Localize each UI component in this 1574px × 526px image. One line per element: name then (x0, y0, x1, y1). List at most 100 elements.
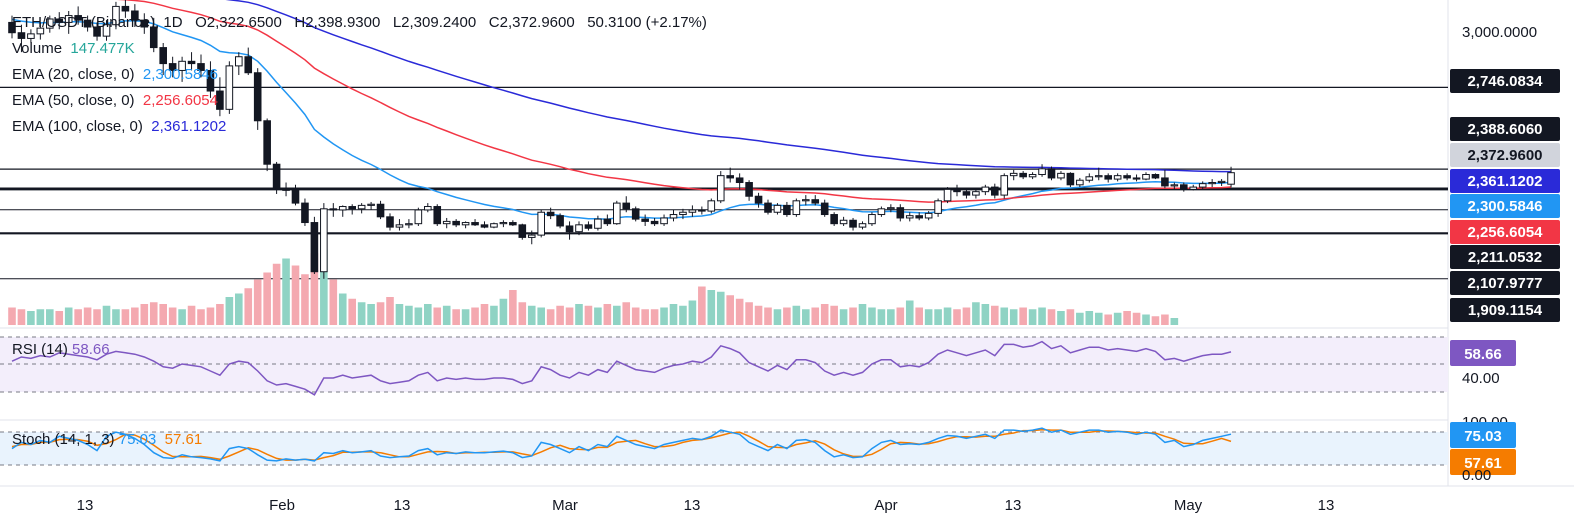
ema100-line[interactable] (12, 0, 1231, 173)
badge-level-2211[interactable]: 2,211.0532 (1450, 245, 1560, 269)
badge-level-2211-text: 2,211.0532 (1468, 249, 1542, 266)
symbol-label[interactable]: ETH/USDT (Binance), 1D (12, 14, 183, 31)
badge-level-2746-bg (1450, 69, 1560, 93)
volume-bar (849, 307, 857, 325)
candle (1066, 172, 1075, 188)
candle-body (631, 208, 640, 220)
volume-bar (244, 288, 253, 325)
candle (858, 221, 867, 230)
volume-legend-row[interactable]: Volume 147.477K (12, 36, 707, 62)
volume-bar (272, 263, 281, 325)
candle-body (1057, 172, 1065, 179)
ema50-legend-row[interactable]: EMA (50, close, 0) 2,256.6054 (12, 88, 707, 114)
candle-body (1028, 174, 1037, 178)
badge-ema50[interactable]: 2,256.6054 (1450, 220, 1560, 244)
candle (471, 219, 479, 226)
rsi-legend[interactable]: RSI (14) 58.66 (12, 341, 110, 358)
volume-bar (972, 302, 980, 325)
candle-body (320, 208, 328, 273)
candle-body (679, 211, 687, 216)
price-axis[interactable]: 3,000.0000 (1462, 24, 1537, 41)
volume-bar (896, 307, 905, 325)
badge-current-price[interactable]: 2,372.9600 (1450, 143, 1560, 167)
volume-bar (1094, 312, 1103, 325)
volume-bar (811, 307, 820, 325)
candle (206, 61, 215, 98)
rsi-polyline[interactable] (11, 340, 1232, 396)
candle (499, 220, 508, 228)
candle-body (93, 26, 101, 37)
candle-body (1038, 168, 1046, 176)
candle (1094, 167, 1103, 181)
candle (527, 230, 536, 245)
badge-rsi[interactable]: 58.66 (1450, 340, 1516, 366)
time-label-1: Feb (269, 497, 295, 514)
candle-body (386, 216, 394, 228)
volume-bar (187, 305, 196, 325)
volume-bar (688, 300, 697, 325)
candle (1123, 173, 1131, 181)
volume-bar (556, 305, 564, 325)
candle-body (1009, 172, 1018, 177)
candle (1170, 182, 1179, 190)
volume-bar (905, 300, 914, 325)
candle-body (877, 208, 886, 216)
candle-body (1180, 184, 1188, 190)
candle (924, 211, 933, 221)
candle (811, 195, 820, 206)
ema20-legend-row[interactable]: EMA (20, close, 0) 2,300.5846 (12, 62, 707, 88)
ema100-legend-row[interactable]: EMA (100, close, 0) 2,361.1202 (12, 114, 707, 140)
volume-legend-value: 147.477K (70, 40, 135, 57)
candle (112, 1, 120, 30)
volume-bar (131, 307, 139, 325)
candle (235, 52, 243, 76)
volume-bar (1113, 312, 1122, 325)
volume-bar (1076, 312, 1084, 325)
badge-ema100[interactable]: 2,361.1202 (1450, 169, 1560, 193)
volume-bar (1161, 314, 1169, 325)
volume-bar (943, 307, 952, 325)
candle (773, 203, 782, 215)
candle-body (707, 200, 716, 212)
candle (8, 15, 16, 39)
time-axis[interactable]: 13 Feb 13 Mar 13 Apr 13 May 13 (0, 485, 1574, 514)
badge-ema50-bg (1450, 220, 1560, 244)
candle (433, 204, 442, 226)
price-badges: 2,746.0834 2,388.6060 2,372.9600 2,361.1202… (1450, 69, 1560, 484)
candle-body (783, 204, 791, 216)
candle-body (461, 222, 470, 226)
volume-bar (915, 307, 923, 325)
candle (395, 219, 404, 231)
badge-stoch-k[interactable]: 75.03 (1450, 422, 1516, 448)
candle (93, 22, 101, 41)
volume-bar (17, 309, 26, 325)
candle (820, 199, 829, 217)
badge-level-2388[interactable]: 2,388.6060 (1450, 117, 1560, 141)
candle-body (962, 191, 971, 196)
badge-ema20[interactable]: 2,300.5846 (1450, 194, 1560, 218)
badge-level-2746[interactable]: 2,746.0834 (1450, 69, 1560, 93)
stoch-legend[interactable]: Stoch (14, 1, 3) 75.03 57.61 (12, 431, 202, 448)
badge-stoch-d[interactable]: 57.61 (1450, 449, 1516, 475)
badge-current-price-text: 2,372.9600 (1467, 147, 1542, 164)
badge-level-1909[interactable]: 1,909.1154 (1450, 298, 1560, 322)
badge-level-2107[interactable]: 2,107.9777 (1450, 271, 1560, 295)
volume-bar (386, 297, 394, 325)
candle (783, 201, 791, 217)
candle (575, 221, 583, 236)
candle (716, 171, 725, 204)
volume-bar (527, 305, 536, 325)
stoch-k-line[interactable] (11, 427, 1232, 462)
candle-body (981, 186, 990, 193)
candle-body (414, 209, 423, 225)
ema50-line[interactable] (12, 0, 1232, 203)
candle (698, 206, 706, 215)
candle-body (395, 224, 404, 228)
candle (603, 214, 612, 226)
candle (1009, 169, 1018, 181)
candle (263, 118, 271, 172)
candle (830, 212, 838, 226)
candle-body (348, 206, 356, 210)
ema20-line[interactable] (11, 18, 1232, 220)
